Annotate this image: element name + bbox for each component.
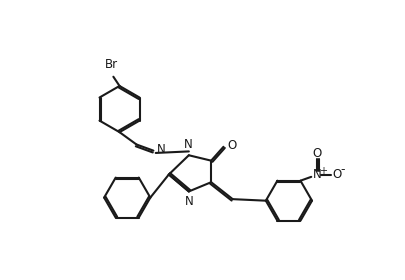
Text: N: N — [156, 143, 165, 156]
Text: N: N — [183, 138, 192, 151]
Text: Br: Br — [105, 58, 118, 71]
Text: -: - — [340, 164, 344, 176]
Text: O: O — [227, 139, 236, 152]
Text: O: O — [312, 147, 321, 160]
Text: O: O — [332, 168, 341, 181]
Text: N: N — [312, 168, 321, 181]
Text: +: + — [318, 166, 326, 176]
Text: N: N — [184, 195, 193, 208]
